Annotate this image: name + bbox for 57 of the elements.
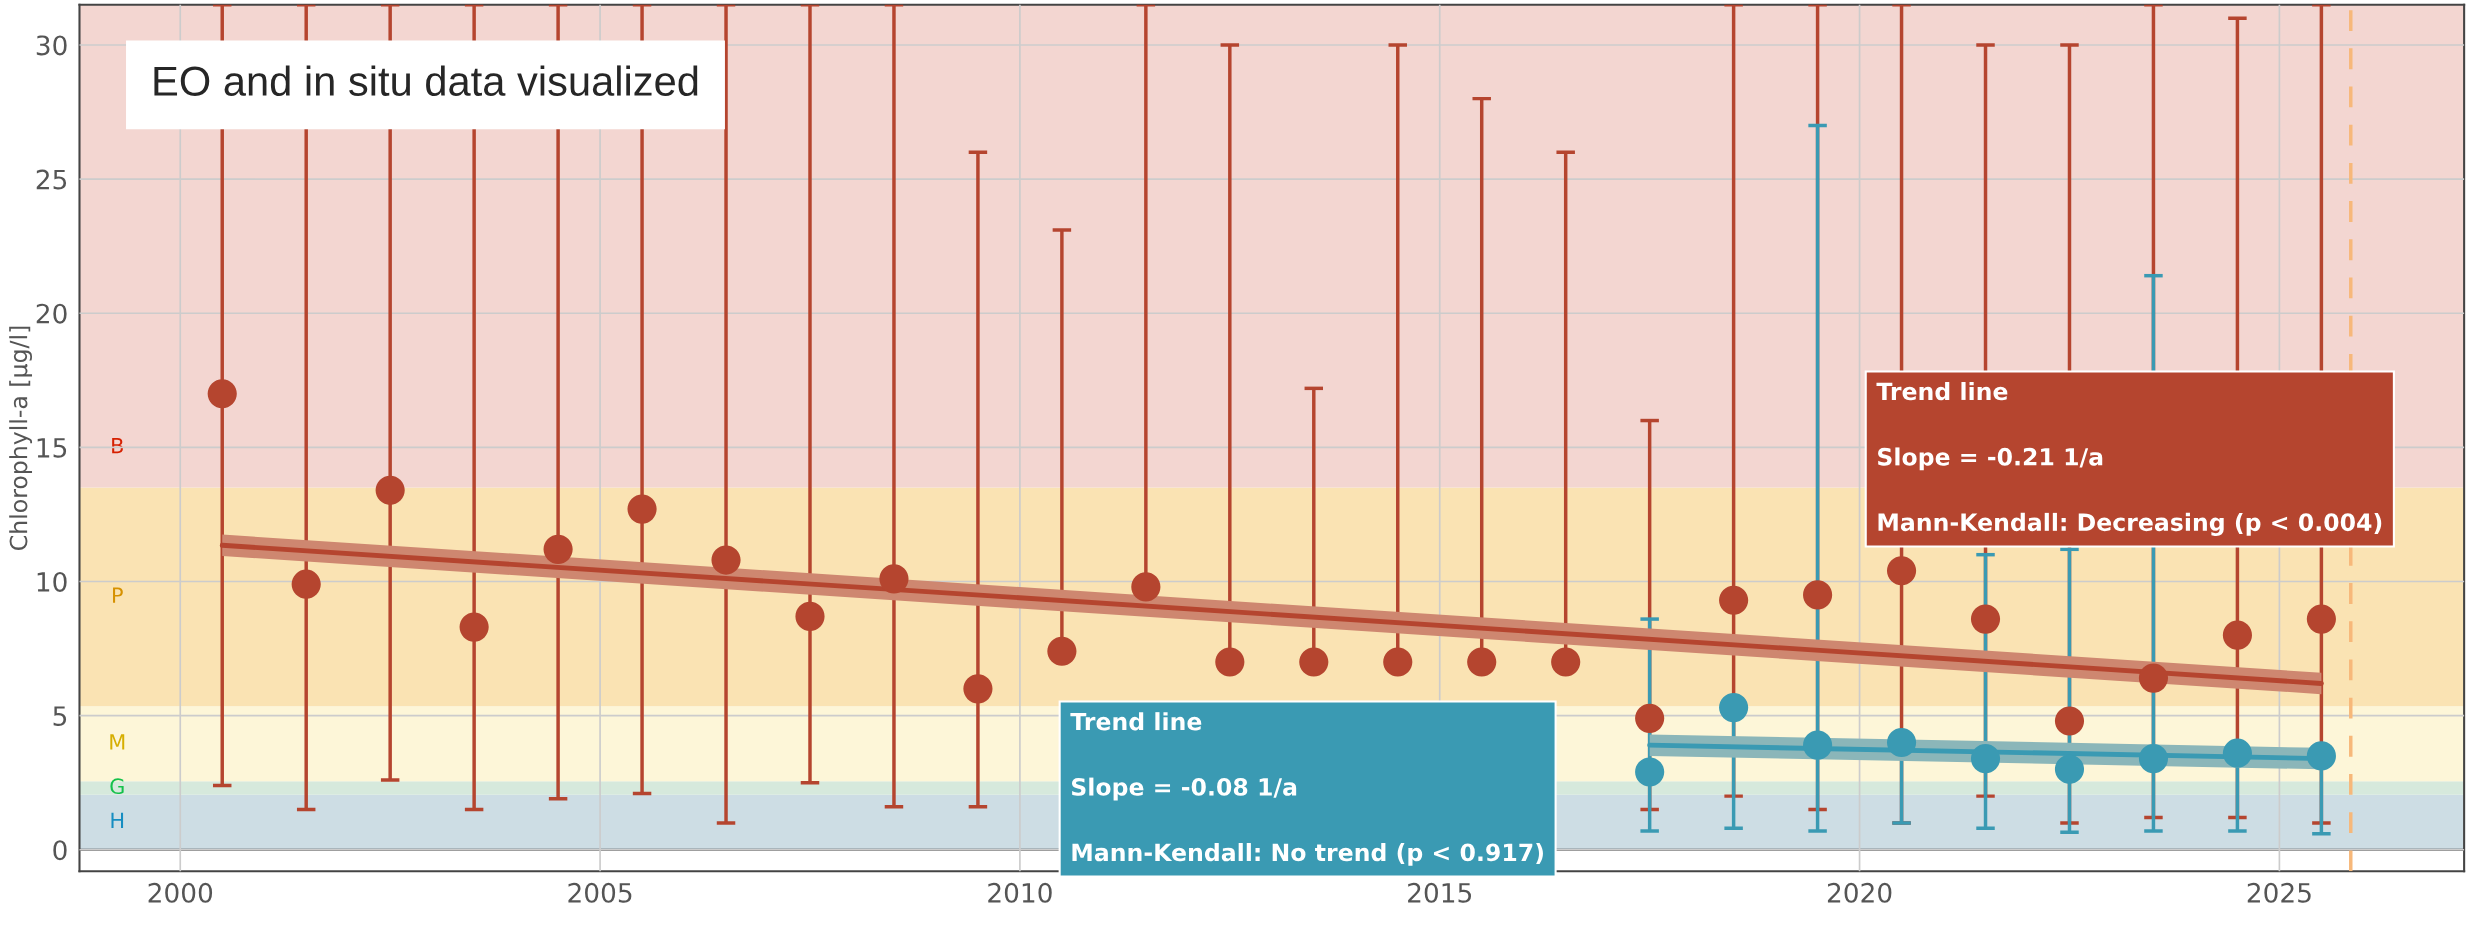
point bbox=[459, 612, 489, 642]
text: EO and in situ data visualized bbox=[154, 65, 698, 96]
point bbox=[1467, 647, 1497, 677]
point bbox=[1299, 647, 1329, 677]
y-tick-label: 30 bbox=[36, 35, 67, 56]
x-tick-label: 2020 bbox=[1827, 882, 1892, 903]
y-tick-label: 20 bbox=[36, 303, 67, 324]
point bbox=[1215, 647, 1245, 677]
x-tick-label: 2000 bbox=[148, 882, 213, 903]
band-label: B bbox=[112, 437, 123, 454]
text: Trend line Slope = -0.21 1/a Mann-Kendall: Decreasing (p < 0.004) bbox=[1876, 382, 2382, 536]
point bbox=[1803, 580, 1833, 610]
x-tick-label: 2005 bbox=[568, 882, 632, 903]
x-tick-label: 2015 bbox=[1408, 882, 1472, 903]
point bbox=[375, 475, 405, 505]
point bbox=[711, 545, 741, 575]
y-tick-label: 5 bbox=[53, 706, 67, 727]
point bbox=[1970, 604, 2001, 634]
y-tick-label: 0 bbox=[53, 840, 67, 861]
point bbox=[1635, 757, 1665, 787]
point bbox=[1970, 743, 2001, 774]
text: Trend line Slope = -0.08 1/a Mann-Kendall: No trend (p < 0.917) bbox=[1070, 712, 1543, 866]
point bbox=[1719, 585, 1749, 615]
point bbox=[291, 569, 321, 599]
point bbox=[627, 494, 657, 524]
point bbox=[2306, 604, 2336, 634]
point bbox=[1047, 636, 1077, 666]
y-tick-label: 15 bbox=[37, 438, 67, 458]
point bbox=[795, 601, 825, 631]
point bbox=[2222, 620, 2252, 650]
point bbox=[1886, 556, 1917, 586]
y-tick-label: 25 bbox=[36, 169, 67, 190]
band-label: M bbox=[110, 734, 125, 750]
y-axis-title: Chlorophyll-a [µg/l] bbox=[9, 326, 33, 550]
point bbox=[207, 379, 237, 409]
band-label: G bbox=[110, 778, 124, 795]
point bbox=[879, 564, 909, 594]
point bbox=[1131, 572, 1161, 602]
x-tick-label: 2010 bbox=[988, 882, 1052, 903]
point bbox=[1383, 647, 1413, 677]
point bbox=[1551, 647, 1581, 677]
point bbox=[1886, 727, 1917, 758]
point bbox=[2138, 663, 2169, 693]
x-tick-label: 2025 bbox=[2247, 882, 2311, 903]
point bbox=[2222, 738, 2252, 768]
band-label: H bbox=[111, 812, 124, 829]
point bbox=[2054, 754, 2085, 784]
point bbox=[2138, 743, 2169, 774]
y-tick-label: 10 bbox=[37, 571, 67, 592]
point bbox=[1803, 730, 1833, 760]
point bbox=[543, 534, 573, 564]
band-label: P bbox=[113, 587, 123, 603]
point bbox=[2054, 706, 2085, 736]
point bbox=[1719, 693, 1749, 723]
point bbox=[1635, 703, 1665, 733]
point bbox=[2306, 741, 2336, 771]
point bbox=[963, 674, 993, 704]
